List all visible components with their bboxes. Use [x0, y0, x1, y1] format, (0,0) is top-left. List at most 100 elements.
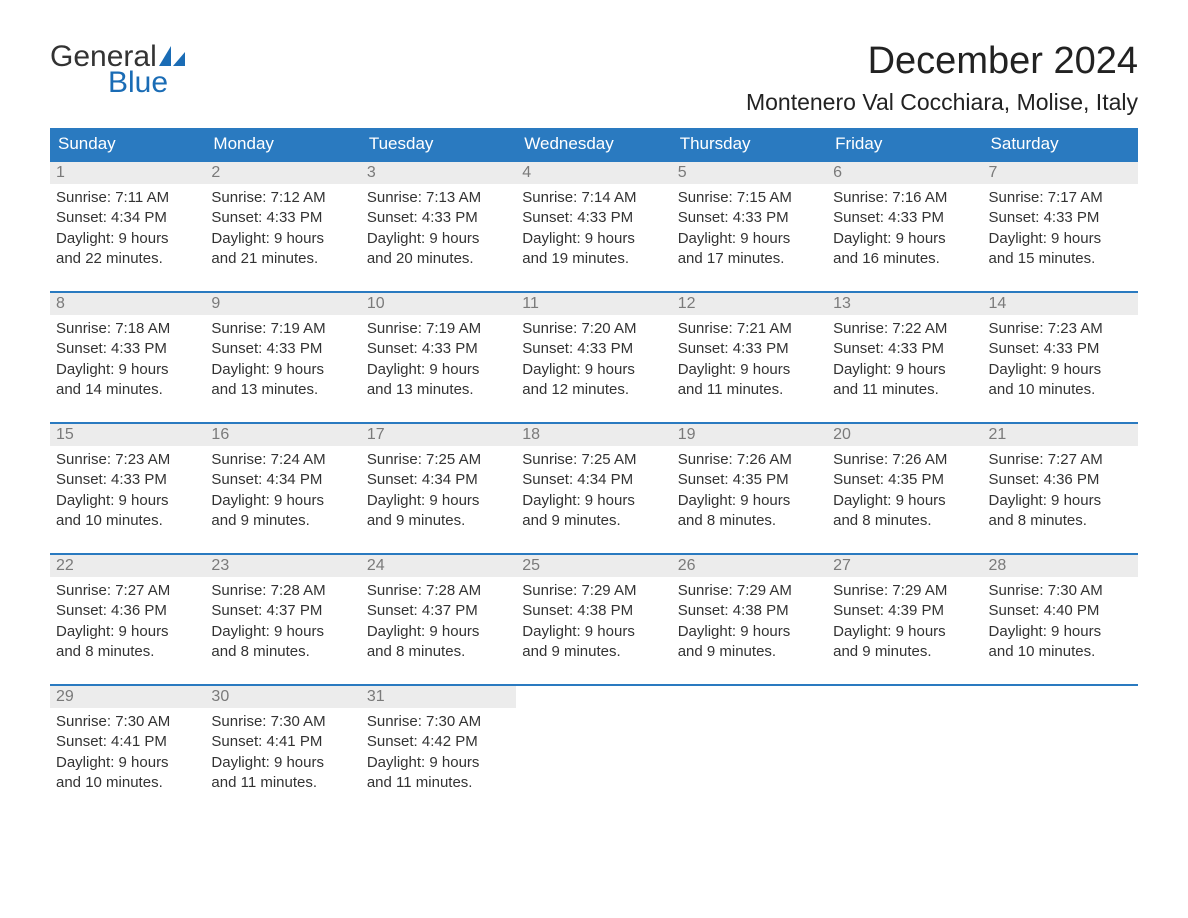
day-number-row: 17: [361, 424, 516, 446]
day-ss: Sunset: 4:36 PM: [56, 601, 199, 621]
day-number-row: 1: [50, 162, 205, 184]
day-d2: and 20 minutes.: [367, 249, 510, 269]
day-number: 29: [56, 688, 74, 705]
day-d1: Daylight: 9 hours: [522, 229, 665, 249]
day-cell: 2Sunrise: 7:12 AMSunset: 4:33 PMDaylight…: [205, 162, 360, 273]
day-sr: Sunrise: 7:23 AM: [56, 450, 199, 470]
day-number-row: 27: [827, 555, 982, 577]
day-number-row: 31: [361, 686, 516, 708]
day-d2: and 9 minutes.: [522, 511, 665, 531]
month-title: December 2024: [746, 40, 1138, 83]
day-body: Sunrise: 7:16 AMSunset: 4:33 PMDaylight:…: [827, 184, 982, 273]
day-d1: Daylight: 9 hours: [56, 360, 199, 380]
day-ss: Sunset: 4:38 PM: [522, 601, 665, 621]
day-cell: 6Sunrise: 7:16 AMSunset: 4:33 PMDaylight…: [827, 162, 982, 273]
day-d2: and 11 minutes.: [833, 380, 976, 400]
day-d1: Daylight: 9 hours: [56, 753, 199, 773]
weekday-header-row: Sunday Monday Tuesday Wednesday Thursday…: [50, 128, 1138, 160]
day-number-row: 11: [516, 293, 671, 315]
weekday-saturday: Saturday: [983, 128, 1138, 160]
day-cell: 31 Sunrise: 7:30 AMSunset: 4:42 PMDayligh…: [361, 686, 516, 797]
day-cell: 3Sunrise: 7:13 AMSunset: 4:33 PMDaylight…: [361, 162, 516, 273]
day-number-row: 14: [983, 293, 1138, 315]
day-number-row: 16: [205, 424, 360, 446]
day-body: Sunrise: 7:20 AMSunset: 4:33 PMDaylight:…: [516, 315, 671, 404]
day-ss: Sunset: 4:33 PM: [989, 339, 1132, 359]
day-number-row: 18: [516, 424, 671, 446]
day-ss: Sunset: 4:37 PM: [367, 601, 510, 621]
day-number-row: [983, 686, 1138, 690]
weekday-friday: Friday: [827, 128, 982, 160]
header: General Blue December 2024 Montenero Val…: [50, 40, 1138, 116]
day-sr: Sunrise: 7:19 AM: [211, 319, 354, 339]
day-ss: Sunset: 4:33 PM: [989, 208, 1132, 228]
day-ss: Sunset: 4:34 PM: [522, 470, 665, 490]
day-sr: Sunrise: 7:30 AM: [211, 712, 354, 732]
day-d1: Daylight: 9 hours: [367, 622, 510, 642]
day-cell: 8Sunrise: 7:18 AMSunset: 4:33 PMDaylight…: [50, 293, 205, 404]
logo-blue-text: Blue: [108, 66, 185, 100]
day-ss: Sunset: 4:33 PM: [211, 339, 354, 359]
day-d2: and 11 minutes.: [367, 773, 510, 793]
day-body: Sunrise: 7:30 AMSunset: 4:40 PMDaylight:…: [983, 577, 1138, 666]
day-d1: Daylight: 9 hours: [211, 229, 354, 249]
day-number-row: 30: [205, 686, 360, 708]
day-body: Sunrise: 7:30 AMSunset: 4:42 PMDaylight:…: [361, 708, 516, 797]
day-ss: Sunset: 4:36 PM: [989, 470, 1132, 490]
day-cell: 1Sunrise: 7:11 AMSunset: 4:34 PMDaylight…: [50, 162, 205, 273]
day-ss: Sunset: 4:33 PM: [678, 339, 821, 359]
day-cell: 30Sunrise: 7:30 AMSunset: 4:41 PMDayligh…: [205, 686, 360, 797]
day-number: 26: [678, 557, 696, 574]
day-d1: Daylight: 9 hours: [833, 229, 976, 249]
day-body: Sunrise: 7:30 AMSunset: 4:41 PMDaylight:…: [50, 708, 205, 797]
day-body: Sunrise: 7:26 AMSunset: 4:35 PMDaylight:…: [672, 446, 827, 535]
day-number: 8: [56, 295, 65, 312]
day-cell: 10Sunrise: 7:19 AMSunset: 4:33 PMDayligh…: [361, 293, 516, 404]
day-body: Sunrise: 7:28 AMSunset: 4:37 PMDaylight:…: [205, 577, 360, 666]
day-number: 3: [367, 164, 376, 181]
day-number: 19: [678, 426, 696, 443]
day-d2: and 8 minutes.: [211, 642, 354, 662]
day-d1: Daylight: 9 hours: [678, 360, 821, 380]
day-cell: 24Sunrise: 7:28 AMSunset: 4:37 PMDayligh…: [361, 555, 516, 666]
day-d2: and 12 minutes.: [522, 380, 665, 400]
day-body: Sunrise: 7:29 AMSunset: 4:38 PMDaylight:…: [672, 577, 827, 666]
weekday-wednesday: Wednesday: [516, 128, 671, 160]
day-ss: Sunset: 4:40 PM: [989, 601, 1132, 621]
day-d1: Daylight: 9 hours: [522, 491, 665, 511]
day-d2: and 22 minutes.: [56, 249, 199, 269]
day-d2: and 9 minutes.: [833, 642, 976, 662]
day-number-row: 25: [516, 555, 671, 577]
day-d1: Daylight: 9 hours: [678, 491, 821, 511]
day-sr: Sunrise: 7:23 AM: [989, 319, 1132, 339]
week-row: 15Sunrise: 7:23 AMSunset: 4:33 PMDayligh…: [50, 422, 1138, 535]
day-sr: Sunrise: 7:26 AM: [678, 450, 821, 470]
day-cell: 14 Sunrise: 7:23 AMSunset: 4:33 PMDayligh…: [983, 293, 1138, 404]
day-d1: Daylight: 9 hours: [522, 360, 665, 380]
day-ss: Sunset: 4:33 PM: [56, 339, 199, 359]
day-d1: Daylight: 9 hours: [989, 360, 1132, 380]
day-body: Sunrise: 7:17 AMSunset: 4:33 PMDaylight:…: [983, 184, 1138, 273]
day-number: 23: [211, 557, 229, 574]
day-body: Sunrise: 7:25 AMSunset: 4:34 PMDaylight:…: [361, 446, 516, 535]
day-sr: Sunrise: 7:28 AM: [367, 581, 510, 601]
day-d2: and 10 minutes.: [989, 380, 1132, 400]
day-cell: 11Sunrise: 7:20 AMSunset: 4:33 PMDayligh…: [516, 293, 671, 404]
day-d2: and 11 minutes.: [211, 773, 354, 793]
day-cell: 9 Sunrise: 7:19 AMSunset: 4:33 PMDaylight…: [205, 293, 360, 404]
day-d1: Daylight: 9 hours: [211, 360, 354, 380]
day-body: Sunrise: 7:19 AMSunset: 4:33 PMDaylight:…: [361, 315, 516, 404]
day-sr: Sunrise: 7:20 AM: [522, 319, 665, 339]
day-number-row: 2: [205, 162, 360, 184]
day-number: 17: [367, 426, 385, 443]
day-body: Sunrise: 7:30 AMSunset: 4:41 PMDaylight:…: [205, 708, 360, 797]
day-ss: Sunset: 4:33 PM: [522, 208, 665, 228]
day-cell: [827, 686, 982, 797]
day-d2: and 10 minutes.: [56, 511, 199, 531]
day-number: 31: [367, 688, 385, 705]
day-number: 22: [56, 557, 74, 574]
day-number: 9: [211, 295, 220, 312]
day-sr: Sunrise: 7:17 AM: [989, 188, 1132, 208]
day-sr: Sunrise: 7:25 AM: [367, 450, 510, 470]
day-body: Sunrise: 7:23 AMSunset: 4:33 PMDaylight:…: [50, 446, 205, 535]
